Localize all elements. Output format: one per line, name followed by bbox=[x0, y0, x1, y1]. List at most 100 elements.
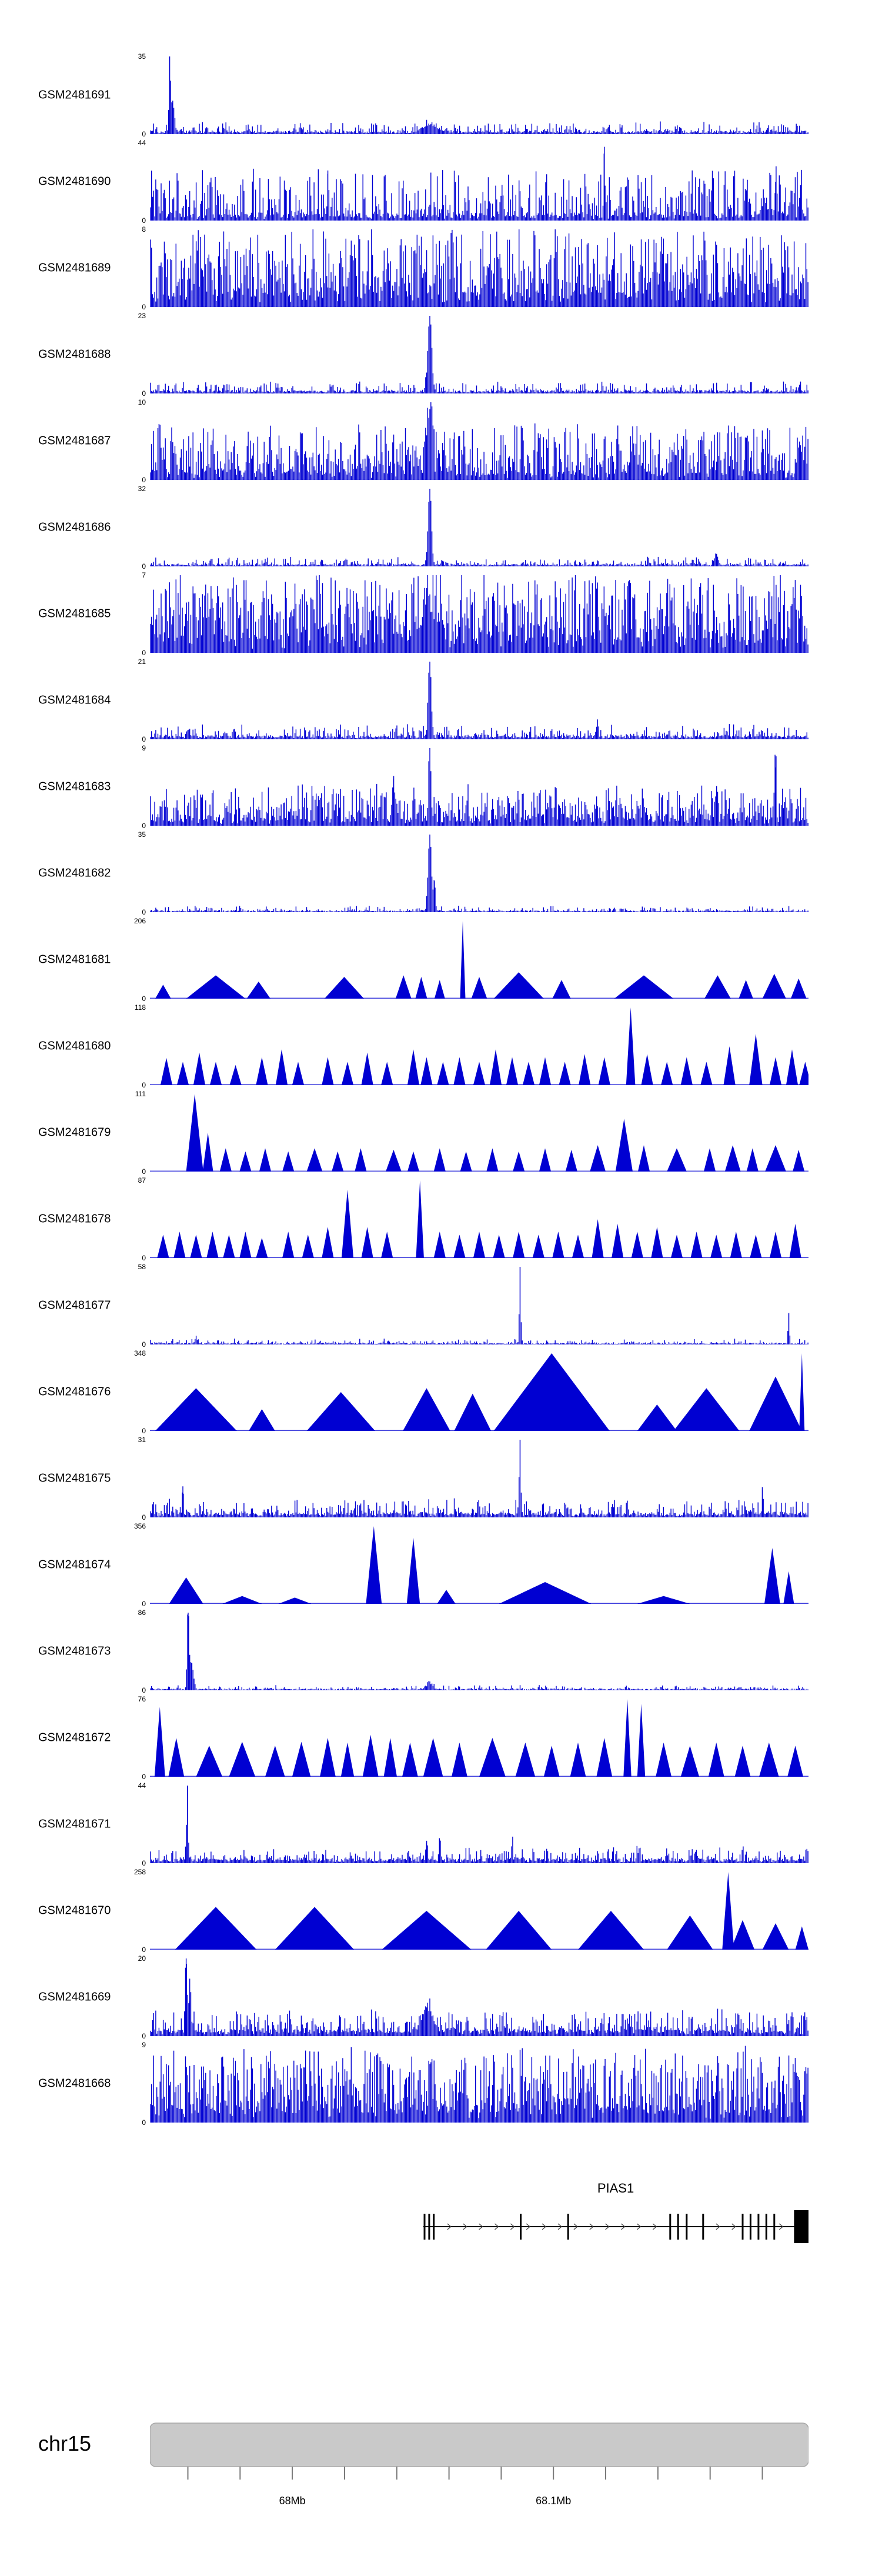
track-label: GSM2481680 bbox=[38, 1039, 111, 1053]
track-ymax-label: 44 bbox=[138, 139, 146, 147]
track-ymax-label: 23 bbox=[138, 312, 146, 320]
exon-tick bbox=[773, 2214, 776, 2240]
track-signal-plot bbox=[150, 1699, 808, 1777]
track-row: GSM2481673 86 0 bbox=[0, 1609, 882, 1694]
track-ymax-label: 118 bbox=[134, 1003, 146, 1012]
track-label: GSM2481689 bbox=[38, 261, 111, 275]
exon-tick bbox=[749, 2214, 751, 2240]
track-ymin-label: 0 bbox=[142, 216, 146, 225]
gene-name-label: PIAS1 bbox=[597, 2181, 634, 2195]
track-label: GSM2481685 bbox=[38, 607, 111, 620]
track-label: GSM2481668 bbox=[38, 2077, 111, 2090]
exon-tick bbox=[677, 2214, 679, 2240]
exon-tick bbox=[765, 2214, 767, 2240]
track-label: GSM2481675 bbox=[38, 1471, 111, 1485]
track-ymin-label: 0 bbox=[142, 1686, 146, 1694]
track-row: GSM2481678 87 0 bbox=[0, 1176, 882, 1262]
track-label: GSM2481672 bbox=[38, 1731, 111, 1744]
track-ymin-label: 0 bbox=[142, 476, 146, 484]
track-row: GSM2481685 7 0 bbox=[0, 571, 882, 657]
exon-tick bbox=[757, 2214, 760, 2240]
track-signal-plot bbox=[150, 1872, 808, 1950]
track-row: GSM2481671 44 0 bbox=[0, 1781, 882, 1867]
exon-tick bbox=[702, 2214, 704, 2240]
gene-annotation-track: PIAS1 bbox=[0, 2176, 882, 2279]
track-ymax-label: 20 bbox=[138, 1954, 146, 1963]
track-ymax-label: 356 bbox=[133, 1522, 146, 1530]
track-ymin-label: 0 bbox=[142, 822, 146, 830]
exon-tick bbox=[428, 2214, 430, 2240]
track-ymin-label: 0 bbox=[142, 649, 146, 657]
track-signal-plot bbox=[150, 662, 808, 739]
track-ymin-label: 0 bbox=[142, 1859, 146, 1867]
track-signal-plot bbox=[150, 1180, 808, 1258]
track-ymin-label: 0 bbox=[142, 2032, 146, 2040]
track-ymax-label: 86 bbox=[138, 1609, 146, 1617]
track-ymin-label: 0 bbox=[142, 1513, 146, 1521]
track-row: GSM2481669 20 0 bbox=[0, 1954, 882, 2040]
chromosome-axis-track: chr15 68Mb 68.1Mb bbox=[0, 2418, 882, 2554]
track-ymax-label: 35 bbox=[138, 830, 146, 839]
track-signal-plot bbox=[150, 489, 808, 566]
track-row: GSM2481672 76 0 bbox=[0, 1695, 882, 1781]
exon-tick bbox=[741, 2214, 744, 2240]
track-ymin-label: 0 bbox=[142, 1773, 146, 1781]
track-ymin-label: 0 bbox=[142, 1167, 146, 1176]
track-ymin-label: 0 bbox=[142, 1081, 146, 1089]
track-ymin-label: 0 bbox=[142, 389, 146, 398]
track-signal-plot bbox=[150, 56, 808, 134]
strand-direction-arrows-icon bbox=[447, 2223, 784, 2230]
track-ymax-label: 348 bbox=[133, 1349, 146, 1357]
track-signal-plot bbox=[150, 1526, 808, 1604]
track-ymax-label: 258 bbox=[133, 1868, 146, 1876]
track-label: GSM2481674 bbox=[38, 1558, 111, 1571]
exon-tick bbox=[686, 2214, 688, 2240]
track-row: GSM2481683 9 0 bbox=[0, 744, 882, 830]
exon-tick bbox=[567, 2214, 569, 2240]
track-signal-plot bbox=[150, 229, 808, 307]
track-label: GSM2481677 bbox=[38, 1299, 111, 1312]
track-ymax-label: 87 bbox=[138, 1176, 146, 1184]
track-row: GSM2481684 21 0 bbox=[0, 658, 882, 743]
track-signal-plot bbox=[150, 1353, 808, 1431]
track-row: GSM2481689 8 0 bbox=[0, 225, 882, 311]
track-label: GSM2481679 bbox=[38, 1126, 111, 1139]
terminal-exon-box bbox=[794, 2210, 808, 2243]
coordinate-tick-label: 68.1Mb bbox=[536, 2495, 571, 2507]
track-ymax-label: 10 bbox=[138, 398, 146, 406]
track-label: GSM2481670 bbox=[38, 1904, 111, 1917]
track-row: GSM2481691 35 0 bbox=[0, 52, 882, 138]
track-row: GSM2481680 118 0 bbox=[0, 1003, 882, 1089]
exon-tick bbox=[433, 2214, 435, 2240]
track-signal-plot bbox=[150, 1007, 808, 1085]
track-signal-plot bbox=[150, 316, 808, 393]
track-label: GSM2481673 bbox=[38, 1644, 111, 1658]
track-ymax-label: 21 bbox=[138, 658, 146, 666]
track-label: GSM2481686 bbox=[38, 520, 111, 534]
track-ymin-label: 0 bbox=[142, 1340, 146, 1349]
track-ymax-label: 35 bbox=[138, 52, 146, 61]
chromosome-label: chr15 bbox=[38, 2431, 92, 2455]
track-ymin-label: 0 bbox=[142, 130, 146, 138]
track-signal-plot bbox=[150, 402, 808, 480]
track-signal-plot bbox=[150, 1267, 808, 1344]
track-signal-plot bbox=[150, 921, 808, 999]
track-ymin-label: 0 bbox=[142, 562, 146, 570]
track-ymax-label: 31 bbox=[138, 1436, 146, 1444]
track-ymin-label: 0 bbox=[142, 2118, 146, 2127]
track-label: GSM2481678 bbox=[38, 1212, 111, 1226]
track-ymax-label: 9 bbox=[142, 744, 146, 752]
track-label: GSM2481671 bbox=[38, 1817, 111, 1831]
track-ymin-label: 0 bbox=[142, 995, 146, 1003]
track-signal-plot bbox=[150, 1958, 808, 2036]
track-row: GSM2481682 35 0 bbox=[0, 830, 882, 916]
track-ymax-label: 9 bbox=[142, 2041, 146, 2049]
track-signal-plot bbox=[150, 748, 808, 826]
track-label: GSM2481676 bbox=[38, 1385, 111, 1399]
track-row: GSM2481676 348 0 bbox=[0, 1349, 882, 1435]
track-ymin-label: 0 bbox=[142, 303, 146, 311]
track-row: GSM2481668 9 0 bbox=[0, 2041, 882, 2127]
track-row: GSM2481681 206 0 bbox=[0, 917, 882, 1003]
track-row: GSM2481690 44 0 bbox=[0, 139, 882, 225]
